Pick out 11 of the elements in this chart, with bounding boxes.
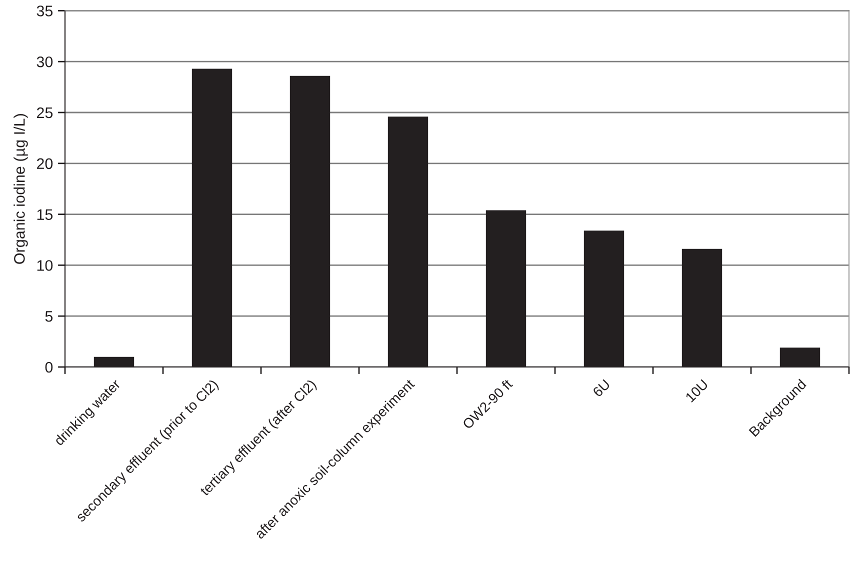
y-tick-label: 5 bbox=[45, 311, 53, 322]
y-tick-label: 0 bbox=[45, 362, 53, 373]
x-tick-label: 10U bbox=[684, 379, 708, 403]
y-tick-label: 10 bbox=[37, 260, 53, 271]
x-tick-label: 6U bbox=[592, 379, 610, 398]
y-tick-label: 15 bbox=[37, 209, 53, 220]
y-axis-title: Organic iodine (µg I/L) bbox=[14, 114, 28, 264]
y-tick-label: 30 bbox=[36, 56, 53, 68]
y-tick-label: 20 bbox=[36, 158, 53, 170]
y-tick-label: 25 bbox=[36, 107, 53, 118]
y-tick-label: 35 bbox=[36, 6, 53, 16]
